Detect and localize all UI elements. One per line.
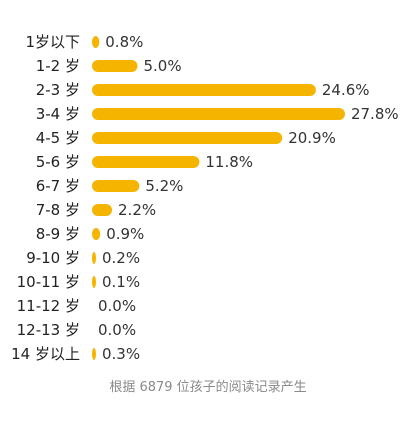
category-label: 3-4 岁 <box>36 105 80 123</box>
category-label: 1岁以下 <box>25 33 80 51</box>
value-label: 24.6% <box>322 81 370 99</box>
bar <box>92 60 138 72</box>
value-label: 20.9% <box>288 129 336 147</box>
category-label: 5-6 岁 <box>36 153 80 171</box>
bar <box>92 252 96 264</box>
value-label: 0.2% <box>102 249 140 267</box>
value-label: 0.0% <box>98 297 136 315</box>
bar <box>92 348 96 360</box>
bar <box>92 156 200 168</box>
value-label: 5.0% <box>144 57 182 75</box>
value-label: 11.8% <box>205 153 253 171</box>
category-label: 12-13 岁 <box>17 321 80 339</box>
category-label: 6-7 岁 <box>36 177 80 195</box>
category-label: 7-8 岁 <box>36 201 80 219</box>
bar <box>92 36 100 48</box>
value-label: 0.0% <box>98 321 136 339</box>
value-label: 0.8% <box>105 33 143 51</box>
bar <box>92 132 283 144</box>
bar <box>92 276 96 288</box>
value-label: 0.1% <box>102 273 140 291</box>
category-label: 11-12 岁 <box>17 297 80 315</box>
category-label: 4-5 岁 <box>36 129 80 147</box>
bar <box>92 204 113 216</box>
value-label: 5.2% <box>145 177 183 195</box>
value-label: 27.8% <box>351 105 399 123</box>
category-label: 1-2 岁 <box>36 57 80 75</box>
bars-group: 1岁以下 0.8% 1-2 岁 5.0% 2-3 岁 24.6% 3-4 岁 27.8% 4-5… <box>11 33 398 363</box>
bar <box>92 180 140 192</box>
bar <box>92 108 345 120</box>
value-label: 2.2% <box>118 201 156 219</box>
category-label: 10-11 岁 <box>17 273 80 291</box>
bar <box>92 84 316 96</box>
chart-caption: 根据 6879 位孩子的阅读记录产生 <box>109 379 306 395</box>
value-label: 0.3% <box>102 345 140 363</box>
bar <box>92 228 101 240</box>
category-label: 14 岁以上 <box>11 345 80 363</box>
category-label: 8-9 岁 <box>36 225 80 243</box>
category-label: 2-3 岁 <box>36 81 80 99</box>
category-label: 9-10 岁 <box>26 249 80 267</box>
value-label: 0.9% <box>106 225 144 243</box>
